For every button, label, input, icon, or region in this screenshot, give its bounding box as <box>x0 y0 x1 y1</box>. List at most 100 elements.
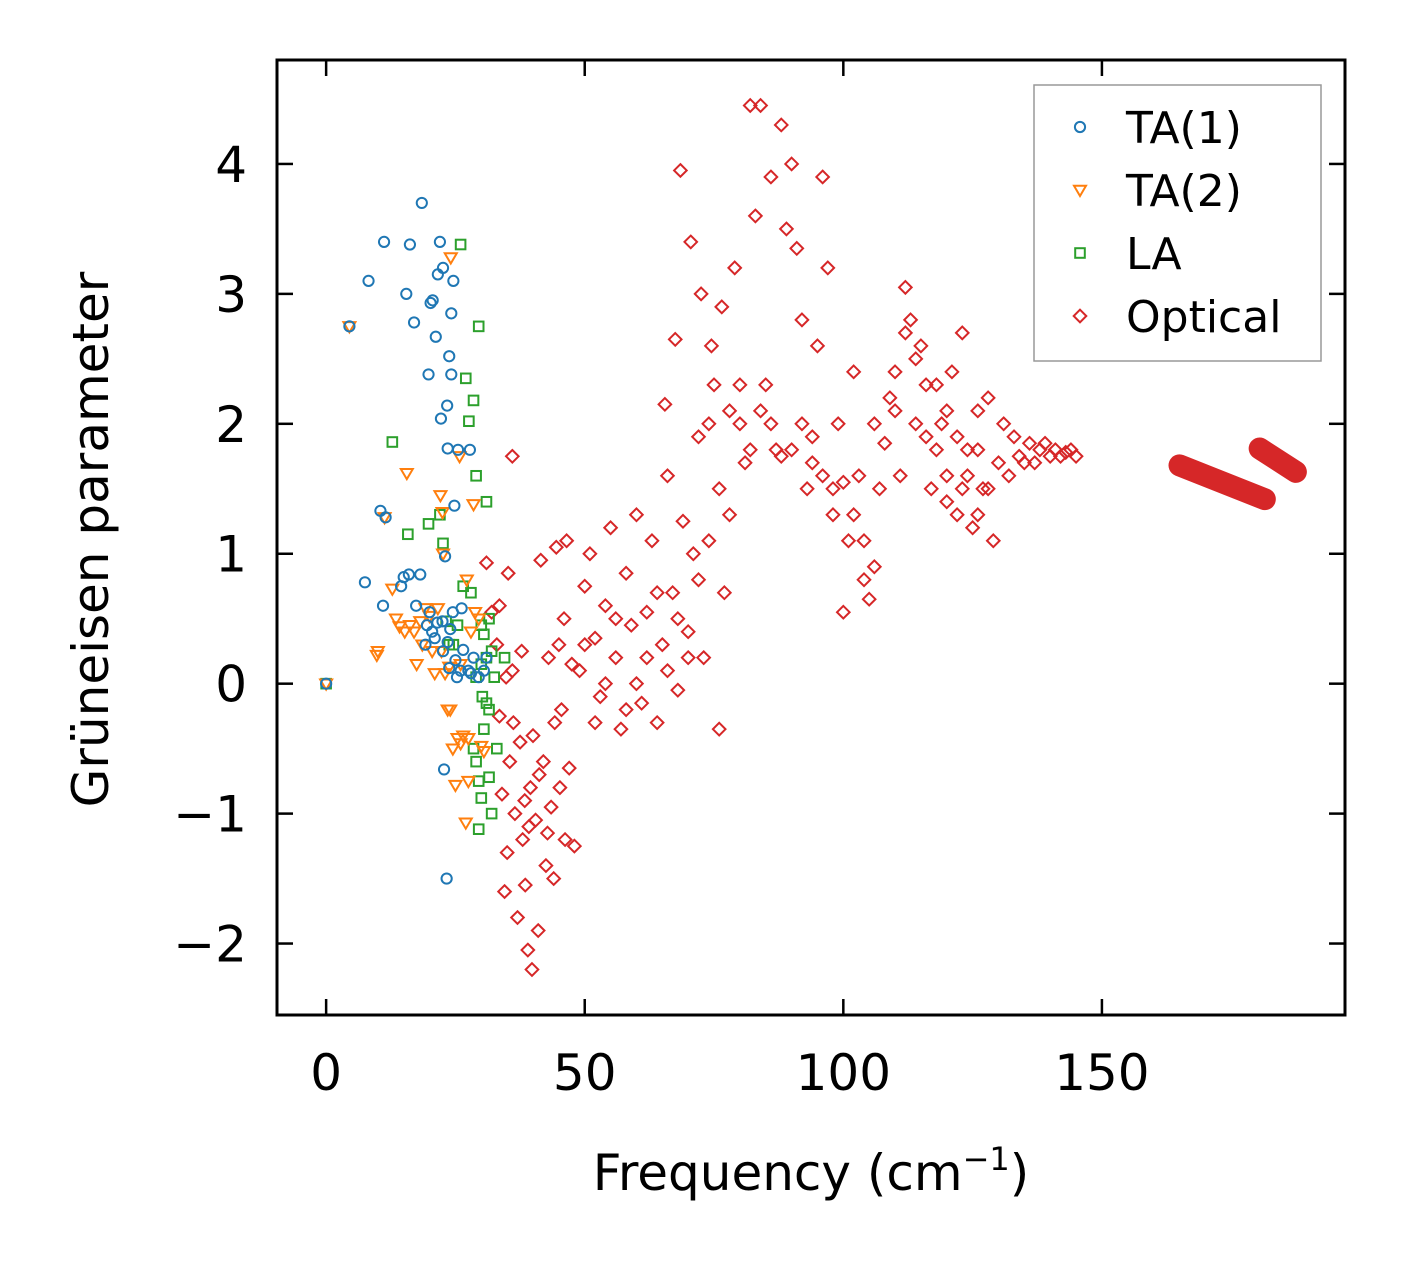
data-point <box>985 533 1002 549</box>
data-point <box>517 792 533 809</box>
data-point <box>483 604 500 620</box>
data-point <box>463 443 477 456</box>
data-point <box>467 651 480 664</box>
data-point <box>752 403 769 419</box>
y-axis-label: Grüneisen parameter <box>62 271 120 807</box>
data-point <box>462 664 475 677</box>
data-point <box>370 645 386 660</box>
data-point <box>459 574 475 588</box>
data-point <box>424 296 437 310</box>
data-point <box>732 416 748 432</box>
data-point <box>866 416 883 432</box>
data-point <box>975 481 991 497</box>
data-point <box>789 240 805 257</box>
data-point <box>737 455 753 471</box>
x-tick-label: 100 <box>796 1044 891 1102</box>
data-point <box>429 330 442 343</box>
data-point <box>460 733 477 747</box>
data-point <box>799 481 815 497</box>
data-point <box>592 688 608 705</box>
data-point <box>514 831 531 848</box>
data-point <box>1021 435 1038 452</box>
data-point <box>447 779 464 793</box>
data-point <box>608 610 624 627</box>
data-point <box>441 399 454 412</box>
data-point <box>509 909 526 926</box>
data-point <box>437 537 449 550</box>
x-tick-label: 150 <box>1054 1044 1149 1102</box>
data-point <box>804 455 821 471</box>
data-point <box>443 661 456 675</box>
data-point <box>485 807 498 820</box>
data-point <box>649 585 665 601</box>
data-point <box>856 572 872 588</box>
data-point <box>454 238 467 251</box>
plot-area <box>318 97 1307 978</box>
data-point <box>417 603 434 617</box>
data-point <box>426 668 443 682</box>
data-point <box>507 805 523 822</box>
data-point <box>527 812 544 828</box>
y-tick-label: 0 <box>215 656 247 714</box>
data-point <box>445 368 458 381</box>
data-point <box>851 468 867 484</box>
data-point <box>747 208 764 224</box>
axes-frame <box>275 58 1347 1017</box>
data-point <box>533 552 549 568</box>
data-point <box>670 610 686 627</box>
data-point <box>830 416 846 432</box>
data-point <box>913 338 929 354</box>
legend-marker <box>1072 308 1088 324</box>
data-point <box>467 394 480 407</box>
data-point <box>447 638 460 651</box>
data-point <box>1058 444 1074 461</box>
data-point <box>814 468 831 484</box>
optical-band-1 <box>1168 454 1276 511</box>
data-point <box>539 825 556 841</box>
data-point <box>814 169 831 185</box>
data-point <box>376 599 390 612</box>
data-point <box>577 636 593 653</box>
data-point <box>939 403 955 419</box>
data-point <box>496 883 513 900</box>
data-point <box>835 474 852 490</box>
data-point <box>424 645 440 660</box>
y-tick-label: 3 <box>215 266 247 324</box>
data-point <box>448 499 461 512</box>
legend-marker <box>1074 247 1086 259</box>
data-point <box>773 117 789 133</box>
data-point <box>727 260 743 276</box>
data-point <box>887 403 903 419</box>
data-point <box>556 610 572 627</box>
data-point <box>970 507 986 523</box>
data-point <box>908 416 924 432</box>
data-point <box>690 429 707 445</box>
data-point <box>445 743 461 757</box>
data-point <box>517 877 533 893</box>
data-point <box>623 617 639 633</box>
data-point <box>928 377 945 393</box>
data-point <box>670 682 686 698</box>
data-point <box>434 412 448 425</box>
data-point <box>548 539 564 555</box>
data-point <box>664 585 681 601</box>
x-tick-label: 50 <box>553 1044 617 1102</box>
data-point <box>475 792 488 804</box>
series-ta-1- <box>320 196 493 885</box>
data-point <box>512 734 528 750</box>
data-point <box>871 481 888 497</box>
data-point <box>571 662 588 679</box>
data-point <box>685 546 702 562</box>
data-point <box>400 287 413 300</box>
data-point <box>714 299 730 315</box>
data-point <box>892 468 908 484</box>
data-point <box>923 481 939 497</box>
data-point <box>530 922 546 939</box>
data-point <box>450 671 464 684</box>
data-point <box>639 604 655 620</box>
data-point <box>758 377 774 393</box>
data-point <box>343 320 356 333</box>
data-point <box>639 649 655 666</box>
data-point <box>465 586 477 599</box>
y-tick-label: 4 <box>215 136 247 194</box>
